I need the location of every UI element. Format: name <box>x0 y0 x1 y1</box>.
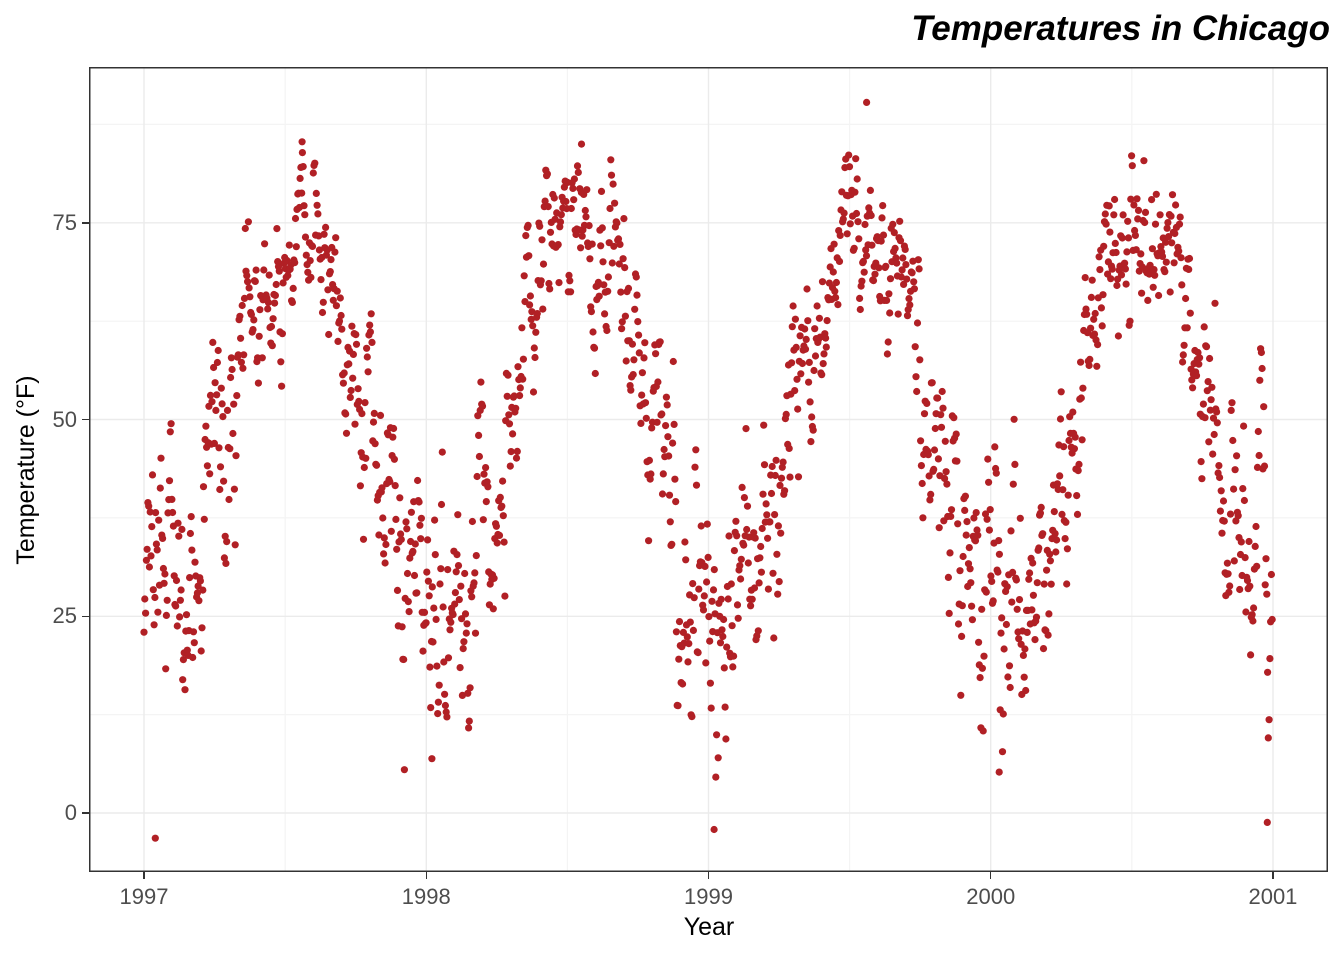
y-tick-label: 75 <box>52 209 77 235</box>
y-tick-label: 25 <box>52 603 77 629</box>
y-tick-mark <box>82 418 89 421</box>
scatter-plot <box>89 67 1328 872</box>
x-tick-mark <box>425 872 428 879</box>
x-tick-label: 1998 <box>401 884 451 909</box>
x-tick-mark <box>707 872 710 879</box>
x-tick-label: 2001 <box>1248 884 1298 909</box>
y-tick-mark <box>82 615 89 617</box>
y-tick-mark <box>82 812 89 814</box>
y-tick-mark <box>82 222 89 224</box>
x-tick-label: 2000 <box>966 884 1016 909</box>
plot-panel <box>89 67 1328 872</box>
y-tick-label: 50 <box>52 406 77 432</box>
x-tick-mark <box>1272 872 1274 879</box>
x-axis-title: Year <box>683 913 735 941</box>
chart-title: Temperatures in Chicago <box>911 9 1330 48</box>
x-tick-label: 1999 <box>684 884 733 909</box>
x-tick-mark <box>143 872 145 879</box>
y-tick-label: 0 <box>64 799 77 825</box>
x-tick-label: 1997 <box>119 884 169 909</box>
x-tick-mark <box>989 872 992 879</box>
